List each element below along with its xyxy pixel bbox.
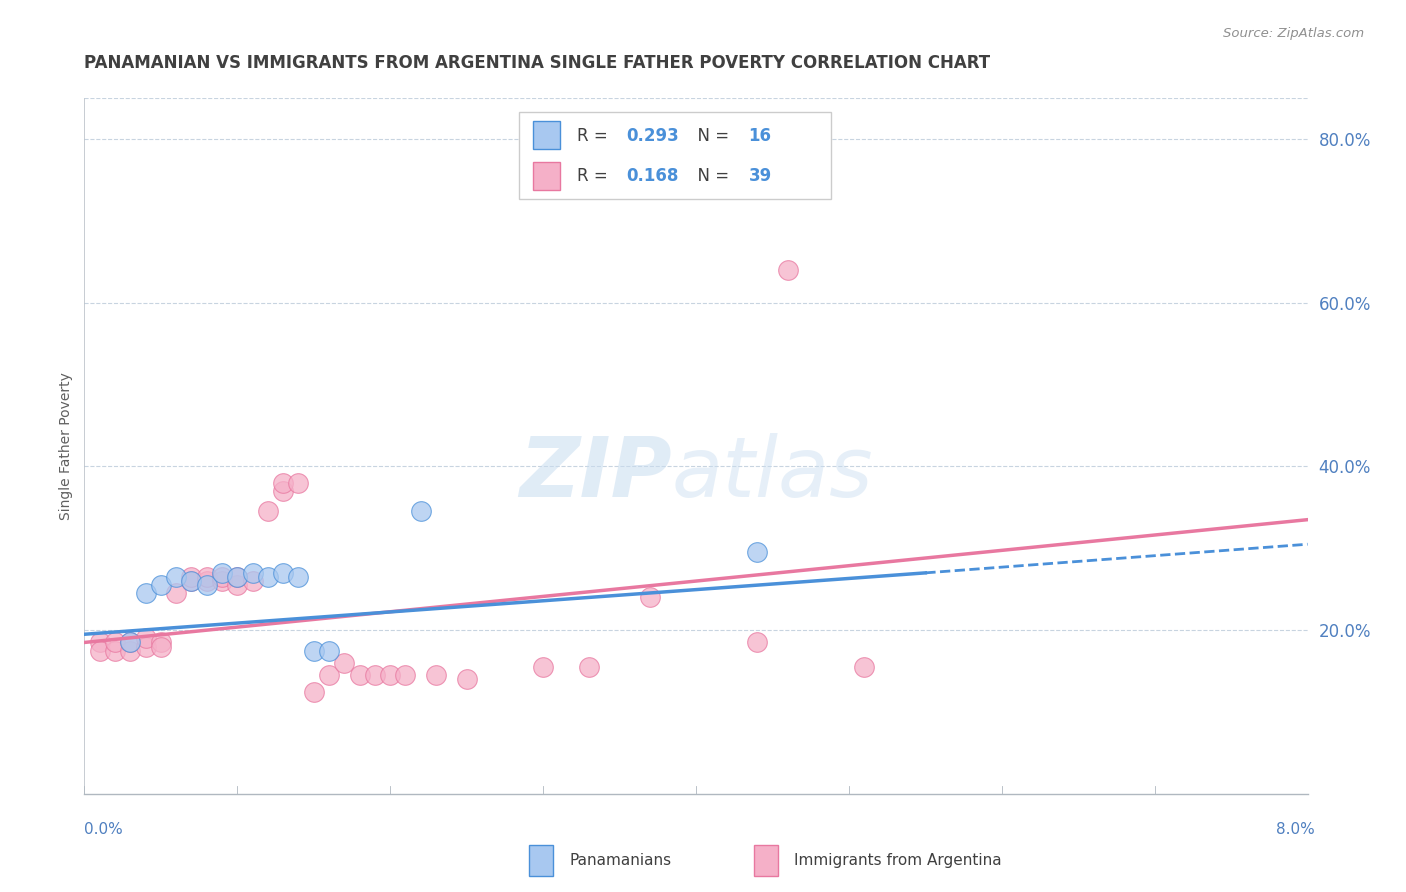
Point xyxy=(120,643,142,657)
Point xyxy=(349,668,371,682)
Point xyxy=(853,660,876,674)
Text: N =: N = xyxy=(688,128,735,145)
Point xyxy=(333,656,356,670)
Text: PANAMANIAN VS IMMIGRANTS FROM ARGENTINA SINGLE FATHER POVERTY CORRELATION CHART: PANAMANIAN VS IMMIGRANTS FROM ARGENTINA … xyxy=(84,54,990,71)
Point xyxy=(180,570,202,584)
Point xyxy=(776,263,799,277)
FancyBboxPatch shape xyxy=(519,112,831,199)
Point xyxy=(120,635,142,649)
Point xyxy=(211,570,233,584)
Bar xyxy=(533,120,560,149)
Point xyxy=(271,475,294,490)
Text: Immigrants from Argentina: Immigrants from Argentina xyxy=(794,854,1002,868)
Point xyxy=(287,570,309,584)
Text: 8.0%: 8.0% xyxy=(1275,822,1315,837)
Point xyxy=(165,586,187,600)
Point xyxy=(104,635,127,649)
Text: 0.293: 0.293 xyxy=(626,128,679,145)
Point xyxy=(211,566,233,580)
Point xyxy=(226,570,249,584)
Point xyxy=(120,635,142,649)
Point xyxy=(302,684,325,698)
Point xyxy=(195,578,218,592)
Bar xyxy=(533,162,560,190)
Point xyxy=(135,632,157,646)
Point xyxy=(409,504,432,518)
Point xyxy=(242,574,264,588)
Point xyxy=(149,578,172,592)
Text: N =: N = xyxy=(688,168,735,186)
Point xyxy=(394,668,416,682)
Point xyxy=(271,566,294,580)
Point xyxy=(180,574,202,588)
Point xyxy=(149,635,172,649)
Point xyxy=(318,643,340,657)
Text: Source: ZipAtlas.com: Source: ZipAtlas.com xyxy=(1223,27,1364,40)
Text: 0.0%: 0.0% xyxy=(84,822,124,837)
Point xyxy=(531,660,554,674)
Point xyxy=(195,570,218,584)
Text: 0.168: 0.168 xyxy=(626,168,679,186)
Point xyxy=(195,574,218,588)
Point xyxy=(287,475,309,490)
Point xyxy=(226,570,249,584)
Point xyxy=(211,574,233,588)
Point xyxy=(302,643,325,657)
Text: 16: 16 xyxy=(748,128,772,145)
Point xyxy=(425,668,447,682)
Point xyxy=(364,668,387,682)
Text: 39: 39 xyxy=(748,168,772,186)
Point xyxy=(257,570,280,584)
Y-axis label: Single Father Poverty: Single Father Poverty xyxy=(59,372,73,520)
Point xyxy=(271,483,294,498)
Text: R =: R = xyxy=(578,128,613,145)
Point xyxy=(745,635,768,649)
Point xyxy=(149,640,172,654)
Text: R =: R = xyxy=(578,168,613,186)
Point xyxy=(89,643,111,657)
Point xyxy=(638,591,661,605)
Point xyxy=(745,545,768,559)
Point xyxy=(165,570,187,584)
Point xyxy=(104,643,127,657)
Point xyxy=(226,578,249,592)
Point xyxy=(456,673,478,687)
Text: atlas: atlas xyxy=(672,434,873,515)
Point xyxy=(135,586,157,600)
Text: ZIP: ZIP xyxy=(519,434,672,515)
Point xyxy=(135,640,157,654)
Point xyxy=(242,566,264,580)
Point xyxy=(257,504,280,518)
Point xyxy=(180,574,202,588)
Point xyxy=(89,635,111,649)
Point xyxy=(318,668,340,682)
Point xyxy=(380,668,402,682)
Text: Panamanians: Panamanians xyxy=(569,854,672,868)
Point xyxy=(578,660,600,674)
